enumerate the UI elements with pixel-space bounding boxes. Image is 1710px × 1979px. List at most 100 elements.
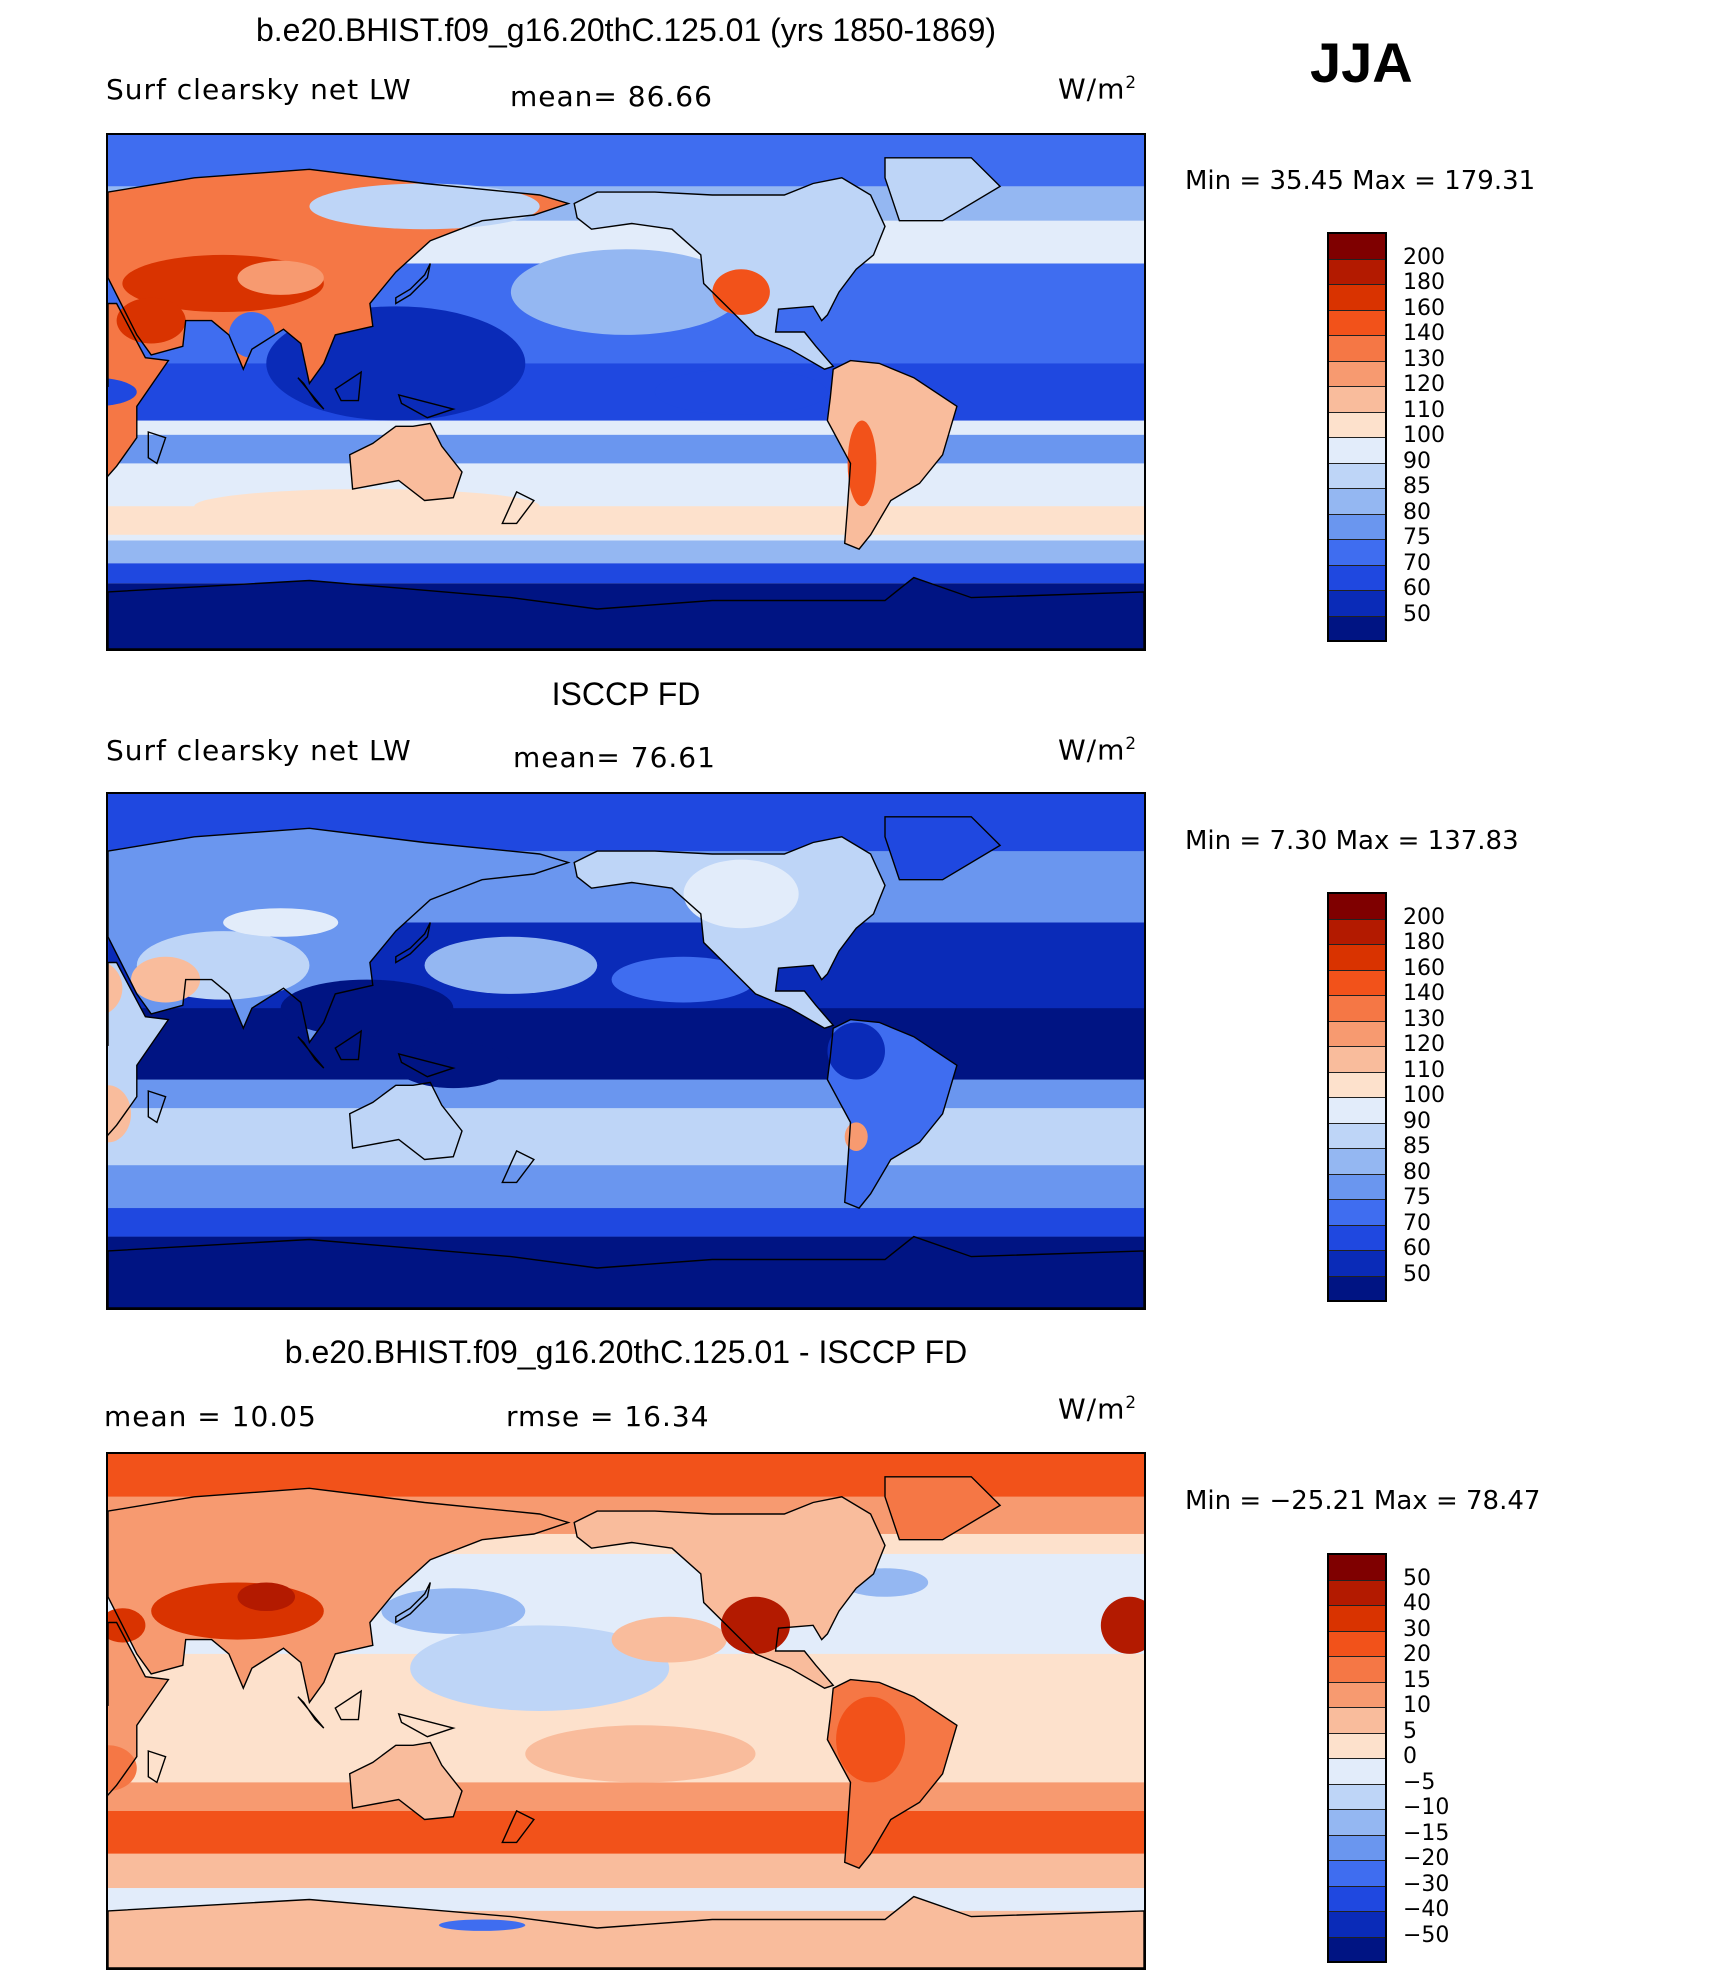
colorbar-tick-label: 60	[1403, 576, 1431, 601]
colorbar-swatch	[1329, 1251, 1385, 1277]
colorbar-tick-label: 60	[1403, 1236, 1431, 1261]
colorbar-tick-label: 90	[1403, 448, 1431, 474]
colorbar-swatch	[1329, 310, 1385, 336]
variable-label: Surf clearsky net LW	[106, 734, 412, 767]
colorbar-tick-label: 15	[1403, 1667, 1431, 1693]
colorbar-swatch	[1329, 1200, 1385, 1226]
colorbar-swatch	[1329, 1733, 1385, 1759]
colorbar-swatch	[1329, 1021, 1385, 1047]
colorbar-swatch	[1329, 463, 1385, 489]
colorbar-swatches	[1327, 892, 1387, 1302]
colorbar-tick-label: 50	[1403, 1565, 1431, 1591]
colorbar-swatch	[1329, 591, 1385, 617]
colorbar-swatch	[1329, 996, 1385, 1022]
panel-title: b.e20.BHIST.f09_g16.20thC.125.01 (yrs 18…	[255, 12, 997, 48]
colorbar-tick-label: −40	[1403, 1897, 1450, 1922]
colorbar-swatch	[1329, 514, 1385, 540]
colorbar-tick-label: 75	[1403, 1185, 1431, 1210]
colorbar-tick-label: 200	[1403, 904, 1445, 930]
map-difference	[106, 1452, 1146, 1970]
colorbar-swatch	[1329, 1276, 1385, 1300]
colorbar-tick-label: 85	[1403, 474, 1431, 499]
colorbar-swatch	[1329, 1886, 1385, 1912]
colorbar-tick-label: 130	[1403, 1006, 1445, 1032]
colorbar-tick-label: 30	[1403, 1616, 1431, 1642]
units-label: W/m2	[1058, 1392, 1138, 1426]
colorbar-tick-label: 70	[1403, 550, 1431, 576]
colorbar-swatch	[1329, 1682, 1385, 1708]
colorbar-swatch	[1329, 540, 1385, 566]
variable-label: Surf clearsky net LW	[106, 73, 412, 106]
colorbar-tick-label: −5	[1403, 1769, 1436, 1795]
colorbar-swatch	[1329, 1580, 1385, 1606]
colorbar-tick-label: 180	[1403, 270, 1445, 295]
rmse-label: rmse = 16.34	[506, 1400, 710, 1433]
mean-label: mean = 10.05	[104, 1400, 317, 1433]
colorbar-swatch	[1329, 1123, 1385, 1149]
colorbar-tick-label: 80	[1403, 499, 1431, 525]
colorbar-tick-label: −15	[1403, 1820, 1450, 1846]
colorbar-tick-label: 10	[1403, 1693, 1431, 1718]
colorbar-swatch	[1329, 1835, 1385, 1861]
colorbar-swatch	[1329, 412, 1385, 438]
colorbar-swatch	[1329, 565, 1385, 591]
panel-title: ISCCP FD	[551, 676, 701, 712]
mean-label: mean= 76.61	[513, 741, 716, 774]
colorbar-swatch	[1329, 1631, 1385, 1657]
colorbar-tick-label: 110	[1403, 397, 1445, 423]
colorbar-swatch	[1329, 489, 1385, 515]
colorbar-swatches	[1327, 1553, 1387, 1963]
colorbar-swatch	[1329, 919, 1385, 945]
colorbar-tick-label: 160	[1403, 295, 1445, 321]
colorbar-tick-label: −20	[1403, 1846, 1450, 1871]
colorbar-tick-label: 130	[1403, 346, 1445, 372]
colorbar-swatch	[1329, 1047, 1385, 1073]
colorbar-swatch	[1329, 336, 1385, 362]
colorbar-swatch	[1329, 1912, 1385, 1938]
colorbar-tick-label: 70	[1403, 1210, 1431, 1236]
colorbar-swatch	[1329, 1174, 1385, 1200]
colorbar-tick-label: 0	[1403, 1744, 1417, 1769]
colorbar-tick-label: 100	[1403, 1083, 1445, 1108]
colorbar-tick-label: −30	[1403, 1871, 1450, 1897]
colorbar-tick-label: 20	[1403, 1642, 1431, 1667]
units-label: W/m2	[1058, 72, 1138, 106]
colorbar-swatch	[1329, 1555, 1385, 1581]
colorbar-tick-label: 140	[1403, 981, 1445, 1006]
colorbar-swatch	[1329, 438, 1385, 464]
colorbar-swatch	[1329, 616, 1385, 640]
colorbar-tick-label: 90	[1403, 1108, 1431, 1134]
colorbar-tick-label: 140	[1403, 321, 1445, 346]
colorbar-tick-label: 200	[1403, 244, 1445, 270]
season-label: JJA	[1310, 31, 1413, 94]
colorbar-tick-label: −10	[1403, 1795, 1450, 1820]
colorbar-swatch	[1329, 894, 1385, 920]
colorbar-swatch	[1329, 387, 1385, 413]
colorbar-swatch	[1329, 1149, 1385, 1175]
colorbar-swatches	[1327, 232, 1387, 642]
colorbar-swatch	[1329, 970, 1385, 996]
map-observation	[106, 792, 1146, 1310]
colorbar-tick-label: 120	[1403, 372, 1445, 397]
colorbar-tick-label: 50	[1403, 1261, 1431, 1287]
colorbar-swatch	[1329, 234, 1385, 260]
colorbar-swatch	[1329, 1810, 1385, 1836]
colorbar-swatch	[1329, 1759, 1385, 1785]
units-label: W/m2	[1058, 733, 1138, 767]
colorbar-swatch	[1329, 1225, 1385, 1251]
colorbar-swatch	[1329, 945, 1385, 971]
panel-title: b.e20.BHIST.f09_g16.20thC.125.01 - ISCCP…	[284, 1334, 968, 1370]
colorbar-swatch	[1329, 1072, 1385, 1098]
colorbar-tick-label: 5	[1403, 1718, 1417, 1744]
colorbar-swatch	[1329, 361, 1385, 387]
colorbar-swatch	[1329, 259, 1385, 285]
colorbar-tick-label: 75	[1403, 525, 1431, 550]
colorbar-swatch	[1329, 1784, 1385, 1810]
colorbar-swatch	[1329, 1861, 1385, 1887]
colorbar-tick-label: 85	[1403, 1134, 1431, 1159]
min-max-label: Min = −25.21 Max = 78.47	[1185, 1486, 1541, 1516]
colorbar-tick-label: 80	[1403, 1159, 1431, 1185]
colorbar-tick-label: 180	[1403, 930, 1445, 955]
colorbar-tick-label: 50	[1403, 601, 1431, 627]
colorbar-tick-label: 160	[1403, 955, 1445, 981]
